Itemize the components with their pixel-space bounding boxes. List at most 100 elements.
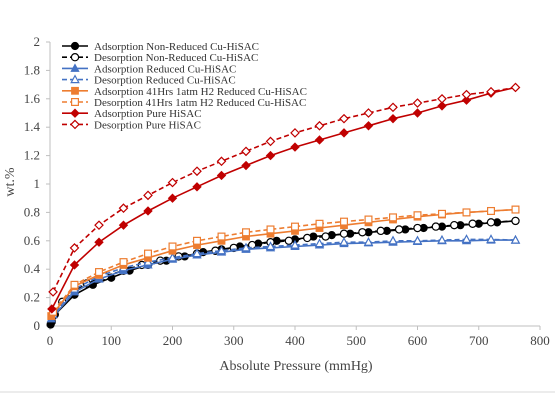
legend-label: Desorption Pure HiSAC — [94, 119, 201, 131]
data-point — [388, 235, 398, 245]
data-point — [193, 236, 202, 245]
data-point — [450, 220, 459, 230]
y-tick-label: 0.8 — [24, 204, 40, 219]
data-point — [321, 232, 330, 241]
data-point — [364, 215, 373, 224]
data-point — [144, 249, 153, 258]
data-point — [143, 206, 153, 216]
legend: Adsorption Non-Reduced Cu-HiSACDesorptio… — [62, 41, 307, 131]
x-tick-label: 0 — [47, 333, 54, 348]
data-point — [363, 236, 374, 246]
data-point — [242, 228, 251, 237]
data-point — [168, 242, 177, 251]
legend-label: Adsorption Pure HiSAC — [94, 108, 202, 120]
data-point — [437, 101, 447, 111]
data-point — [431, 222, 441, 231]
data-point — [413, 211, 422, 220]
data-point — [47, 304, 57, 314]
y-tick-label: 0 — [34, 318, 41, 333]
x-tick-label: 800 — [530, 333, 550, 348]
y-tick-label: 0.6 — [24, 233, 41, 248]
legend-label: Adsorption Non-Reduced Cu-HiSAC — [94, 41, 259, 53]
y-tick-label: 0.4 — [24, 261, 41, 276]
x-tick-label: 300 — [224, 333, 244, 348]
x-tick-label: 100 — [102, 333, 122, 348]
legend-label: Adsorption 41Hrs 1atm H2 Reduced Cu-HiSA… — [94, 86, 307, 98]
data-point — [118, 203, 129, 213]
data-point — [358, 228, 367, 237]
series-group — [46, 82, 521, 329]
series-line — [52, 208, 516, 313]
legend-label: Desorption Non-Reduced Cu-HiSAC — [94, 52, 258, 64]
data-point — [241, 146, 251, 157]
data-point — [241, 242, 251, 252]
data-point — [70, 280, 79, 289]
data-point — [461, 234, 472, 243]
data-point — [339, 128, 349, 138]
legend-item: Adsorption Pure HiSAC — [62, 108, 202, 120]
y-tick-label: 0.2 — [24, 290, 40, 305]
data-point — [339, 229, 349, 238]
data-point — [486, 86, 496, 97]
series-line — [50, 239, 516, 320]
legend-swatch-marker — [70, 119, 80, 130]
data-point — [339, 236, 349, 246]
y-tick-label: 1 — [34, 176, 41, 191]
legend-label: Adsorption Reduced Cu-HiSAC — [94, 63, 236, 75]
data-point — [510, 234, 521, 244]
data-point — [192, 166, 202, 177]
x-tick-label: 700 — [469, 333, 489, 348]
legend-swatch-marker — [70, 97, 79, 106]
data-point — [376, 226, 385, 236]
legend-swatch-marker — [70, 41, 80, 51]
y-tick-label: 1.6 — [24, 91, 41, 106]
data-point — [167, 177, 178, 188]
data-point — [94, 220, 104, 231]
legend-swatch-marker — [70, 63, 80, 72]
data-point — [167, 252, 178, 262]
axes-group: 0 100 200 300 400 500 600 700 800 0 0.2 0.4 0.6 0.8 1 1… — [24, 34, 550, 348]
series-line — [52, 86, 516, 293]
data-point — [315, 219, 324, 228]
data-point — [388, 102, 398, 113]
data-point — [265, 136, 276, 147]
data-point — [94, 237, 104, 247]
x-tick-label: 600 — [408, 333, 428, 348]
data-point — [486, 218, 496, 227]
data-point — [314, 120, 325, 131]
data-point — [241, 160, 251, 171]
data-point — [284, 236, 294, 245]
legend-swatch-marker — [70, 74, 80, 84]
legend-item: Desorption 41Hrs 1atm H2 Reduced Cu-HiSA… — [62, 97, 306, 109]
x-tick-label: 200 — [163, 333, 183, 348]
legend-label: Desorption Reduced Cu-HiSAC — [94, 75, 236, 87]
data-point — [437, 93, 447, 104]
data-point — [314, 238, 325, 248]
data-point — [511, 205, 520, 214]
data-point — [412, 108, 423, 118]
data-point — [388, 113, 398, 124]
x-tick-label: 400 — [285, 333, 305, 348]
data-point — [69, 260, 80, 270]
data-point — [340, 217, 349, 226]
legend-item: Adsorption Reduced Cu-HiSAC — [62, 63, 236, 75]
data-point — [265, 241, 276, 251]
data-point — [216, 156, 227, 167]
data-point — [363, 108, 374, 118]
data-point — [394, 225, 404, 234]
data-point — [486, 234, 496, 243]
data-point — [94, 268, 103, 277]
series-line — [50, 208, 516, 317]
data-point — [216, 170, 227, 181]
data-point — [468, 219, 477, 228]
legend-item: Desorption Reduced Cu-HiSAC — [62, 74, 236, 87]
y-tick-label: 2 — [34, 34, 41, 49]
y-axis-title: wt.% — [3, 167, 18, 197]
data-point — [314, 135, 325, 145]
data-point — [461, 89, 472, 100]
legend-item: Desorption Pure HiSAC — [62, 119, 201, 131]
data-point — [167, 193, 178, 203]
data-point — [511, 216, 520, 226]
